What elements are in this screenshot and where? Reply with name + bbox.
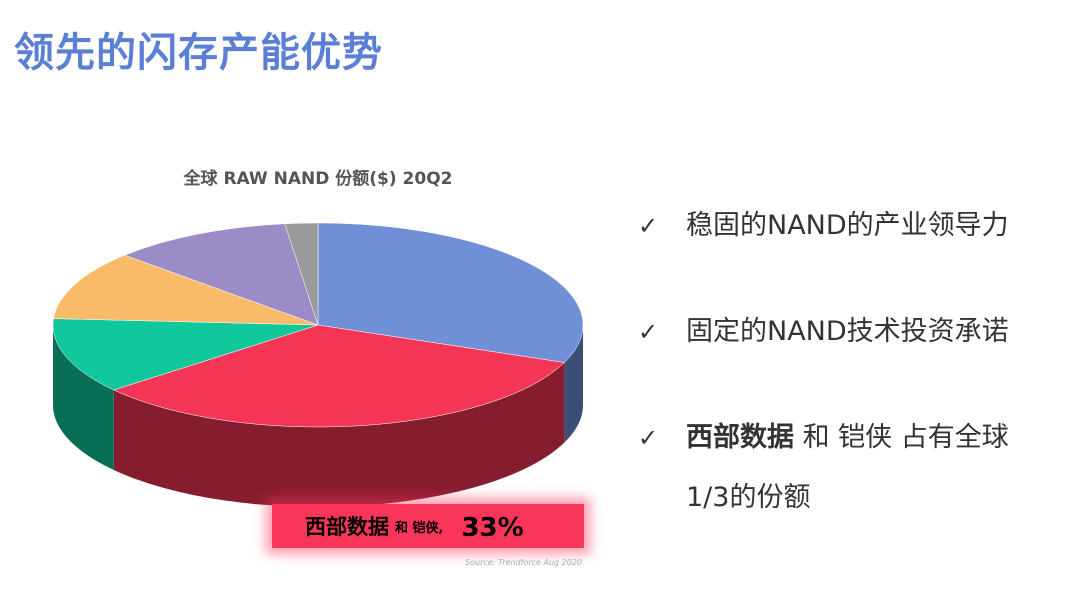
bullet: ✓ 固定的NAND技术投资承诺 <box>638 302 1058 362</box>
value-label: 33% <box>461 513 523 543</box>
slice <box>317 222 584 363</box>
chart: 全球 RAW NAND 份额($) 20Q2 西部数据和 铠侠, 33% Sour… <box>52 168 590 567</box>
slice-side <box>564 325 583 443</box>
bullet-list: ✓ 稳固的NAND的产业领导力 ✓ 固定的NAND技术投资承诺 ✓ 西部数据 和 铠侠 占… <box>638 196 1058 574</box>
slide-title: 领先的闪存产能优势 <box>14 30 383 76</box>
slice <box>53 254 319 326</box>
bullet-text: 固定的NAND技术投资承诺 <box>686 302 1056 362</box>
bullet-strong: 西部数据 <box>686 422 794 453</box>
check-icon: ✓ <box>638 424 659 452</box>
bullet-body: 和 铠侠 占有全球 1/3的份额 <box>686 422 1009 513</box>
slice <box>113 324 565 428</box>
source: Source: Trendforce Aug 2020 <box>465 558 582 567</box>
check-icon: ✓ <box>638 212 659 240</box>
slice <box>124 223 319 326</box>
callout-rest: 和 铠侠, <box>395 520 443 536</box>
bullet-text: 稳固的NAND的产业领导力 <box>686 196 1056 256</box>
bullet: ✓ 稳固的NAND的产业领导力 <box>638 196 1058 256</box>
bullet: ✓ 西部数据 和 铠侠 占有全球 1/3的份额 <box>638 408 1058 528</box>
slice-side <box>113 362 565 508</box>
slice <box>284 222 319 326</box>
slice-side <box>53 325 114 471</box>
check-icon: ✓ <box>638 318 659 346</box>
bullet-body: 固定的NAND技术投资承诺 <box>686 316 1009 347</box>
callout-box <box>272 504 584 548</box>
chart-title: 全球 RAW NAND 份额($) 20Q2 <box>183 168 453 189</box>
callout-strong: 西部数据 <box>305 515 389 539</box>
callout-text: 西部数据和 铠侠, 33% <box>305 513 524 543</box>
slice <box>52 318 319 391</box>
bullet-text: 西部数据 和 铠侠 占有全球 1/3的份额 <box>686 408 1056 528</box>
bullet-body: 稳固的NAND的产业领导力 <box>686 210 1009 241</box>
